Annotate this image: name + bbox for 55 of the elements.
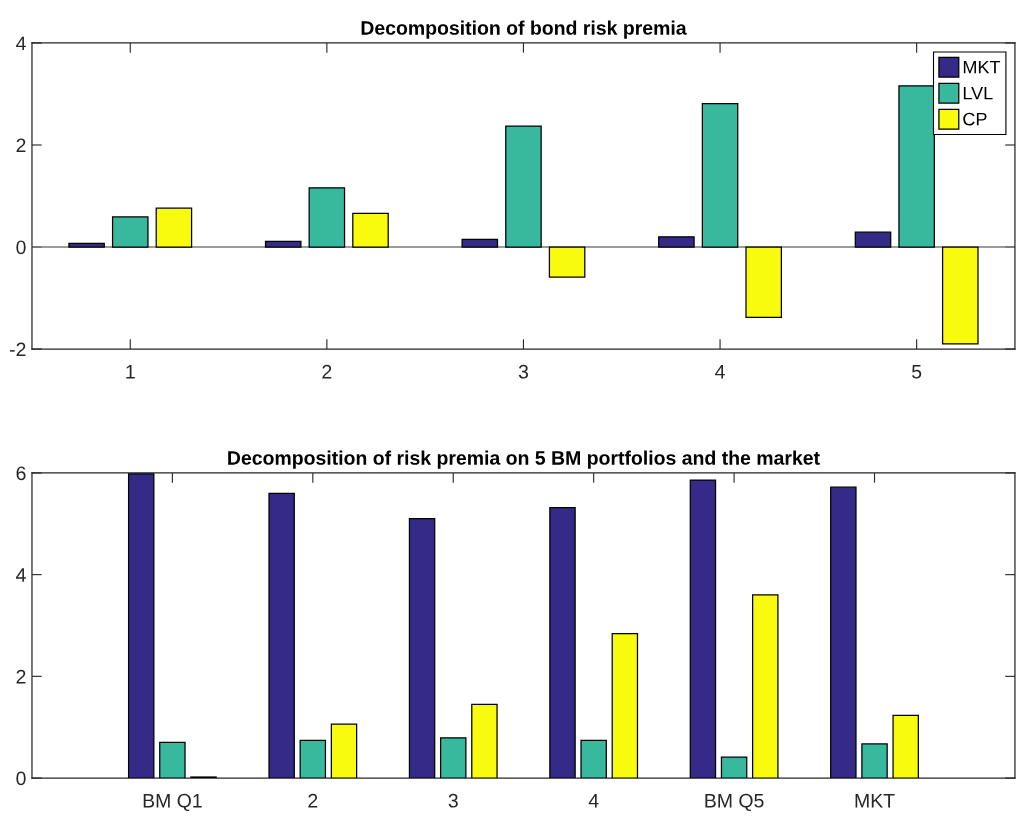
bar <box>439 737 467 779</box>
bar <box>352 212 389 248</box>
bar <box>264 240 302 248</box>
x-tick-label: 1 <box>126 365 135 379</box>
bar <box>268 492 295 779</box>
chart-title: Decomposition of bond risk premia <box>361 20 687 39</box>
y-tick-label: 4 <box>16 568 26 582</box>
bar <box>549 506 576 779</box>
x-tick-label: 3 <box>448 793 458 808</box>
bar <box>408 518 436 779</box>
y-tick-label: -2 <box>9 342 26 357</box>
x-tick-label: 3 <box>518 364 529 379</box>
bar <box>155 207 193 248</box>
bar <box>308 187 346 248</box>
chart-title: Decomposition of risk premia on 5 BM portfolios and the market <box>228 450 820 469</box>
x-tick-label: 2 <box>322 364 332 379</box>
bar <box>830 486 857 779</box>
y-tick-label: 6 <box>16 466 26 481</box>
bar <box>689 479 717 779</box>
y-tick-label: 0 <box>16 240 26 255</box>
bar <box>471 703 498 779</box>
bar <box>580 739 607 779</box>
bar <box>159 741 186 779</box>
bar <box>330 723 358 779</box>
y-tick-label: 2 <box>16 138 26 153</box>
legend-label: CP <box>963 112 987 126</box>
bar <box>658 236 695 248</box>
x-tick-label: 5 <box>912 365 922 379</box>
bar <box>720 756 748 779</box>
bar <box>548 246 586 278</box>
bar <box>854 231 892 248</box>
bar <box>127 473 155 779</box>
bar <box>701 103 739 248</box>
bar <box>111 216 149 248</box>
y-tick-label: 4 <box>16 36 26 51</box>
bar <box>892 714 919 779</box>
legend-label: LVL <box>963 86 993 100</box>
x-tick-label: 4 <box>715 365 725 379</box>
bar <box>941 246 979 345</box>
x-tick-label: 4 <box>588 794 599 808</box>
x-tick-label: BM Q5 <box>705 793 764 812</box>
y-tick-label: 2 <box>16 669 26 684</box>
bar <box>461 238 499 248</box>
x-tick-label: BM Q1 <box>143 793 202 812</box>
x-tick-label: MKT <box>855 794 895 808</box>
bar <box>861 743 888 779</box>
legend-label: MKT <box>963 60 1001 74</box>
bar <box>752 594 779 779</box>
x-tick-label: 2 <box>308 793 318 808</box>
bar <box>299 739 327 779</box>
bar <box>745 246 783 319</box>
y-tick-label: 0 <box>16 771 26 786</box>
bar <box>505 125 542 248</box>
bar <box>68 242 105 248</box>
bar <box>611 633 639 779</box>
